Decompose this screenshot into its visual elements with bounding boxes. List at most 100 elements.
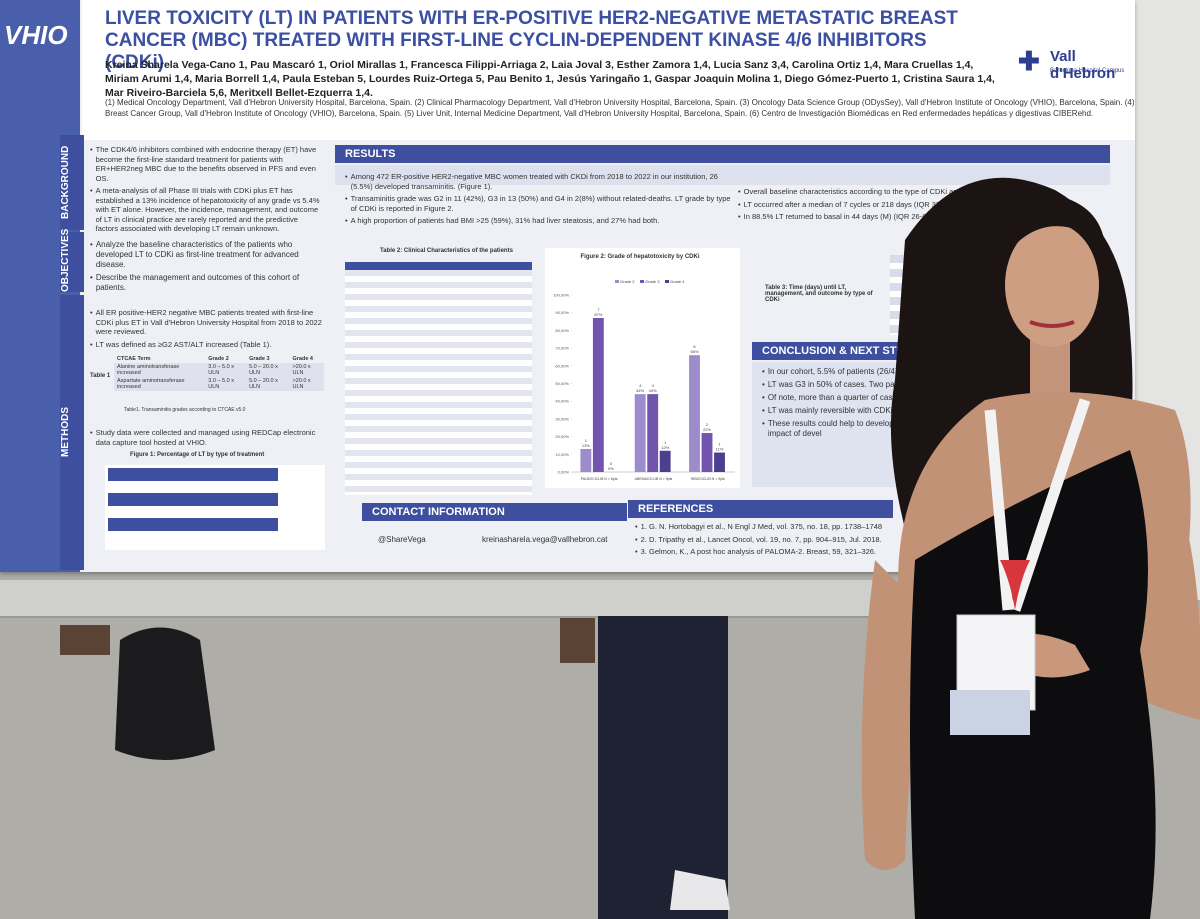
table-cell: 5.0 – 20.0 x ULN [246,377,290,391]
figure1-title: Figure 1: Percentage of LT by type of tr… [130,452,265,458]
item-text: Study data were collected and managed us… [95,428,316,447]
methods-text: • Study data were collected and managed u… [90,428,322,450]
bullet: • [738,199,741,209]
item-text: A high proportion of patients had BMI >2… [350,216,660,225]
conclusion-text: • In our cohort, 5.5% of patients (26/472… [752,362,1112,487]
bullet-item: • Transaminitis grade was G2 in 11 (42%),… [345,194,735,213]
authors: Kreina Sharela Vega-Cano 1, Pau Mascaró … [105,59,995,99]
figure1-bar [108,468,278,481]
item-text: LT was G3 in 50% of cases. Two pati of a… [767,380,974,389]
wall [1135,0,1200,600]
bullet-item: • In our cohort, 5.5% of patients (26/472… [762,367,1102,377]
section-tab: METHODS [60,295,84,570]
results-text: • Overall baseline characteristics accord… [738,187,1118,225]
conclusion-heading: CONCLUSION & NEXT STEPS [752,342,972,360]
table1-caption: Table1. Transaminitis grades according t… [124,407,246,413]
results-text: • Among 472 ER-positive HER2-negative MBC… [345,172,735,229]
item-text: 3. Gelmon, K., A post hoc analysis of PA… [640,547,877,556]
bullet-item: • 3. Gelmon, K., A post hoc analysis of P… [635,547,895,557]
table-cell: 5.0 – 20.0 x ULN [246,363,290,377]
bullet-item: • Analyze the baseline characteristics of… [90,240,322,270]
bullet-item: • Of note, more than a quarter of case [762,393,1102,403]
bullet: • [90,308,93,317]
bullet: • [762,419,765,428]
table-row: Alanine aminotransferase increased 3.0 – … [114,363,324,377]
table-header-cell: Grade 4 [292,356,313,362]
logo-left: VHIO [4,20,68,50]
table-cell: >20.0 x ULN [289,377,324,391]
table-header-row: CTCAE Term Grade 2 Grade 3 Grade 4 [114,355,324,363]
floor [0,572,1200,919]
bullet: • [90,145,93,154]
email: kreinasharela.vega@vallhebron.cat [482,535,608,544]
figure1-bar [108,518,278,531]
bullet: • [90,428,93,437]
item-text: Among 472 ER-positive HER2-negative MBC … [350,172,718,191]
item-text: 2. D. Tripathy et al., Lancet Oncol, vol… [640,534,882,544]
item-text: Describe the management and outcomes of … [95,273,300,292]
item-text: LT was mainly reversible with CDKi i of … [767,406,1031,415]
item-text: LT was defined as ≥G2 AST/ALT increased … [95,339,272,349]
table-cell: 3.0 – 5.0 x ULN [205,363,247,377]
table: CTCAE Term Grade 2 Grade 3 Grade 4 Alanine a… [114,355,324,391]
bullet: • [738,187,741,196]
contact-heading: CONTACT INFORMATION [362,503,627,521]
bullet-item: • A high proportion of patients had BMI >… [345,216,735,226]
bullet: • [762,393,765,402]
section-tab: OBJECTIVES [60,229,84,292]
item-text: Transaminitis grade was G2 in 11 (42%), … [350,194,731,213]
bullet-item: • Overall baseline characteristics accord… [738,187,1118,197]
table-cell: >20.0 x ULN [289,363,324,377]
section-tab: BACKGROUND [60,135,84,230]
table1-label: Table 1 [90,373,111,379]
bullet-item: • LT was mainly reversible with CDKi i of… [762,406,1102,416]
item-text: In 88.5% LT returned to basal in 44 days… [743,212,1006,221]
results-heading: RESULTS [335,145,1110,163]
item-text: These results could help to develop seve… [767,419,1098,438]
title: LIVER TOXICITY (LT) IN PATIENTS WITH ER-… [105,8,958,73]
bullet: • [345,216,348,225]
table-header-cell: Grade 2 [208,356,229,362]
table-header-cell: CTCAE Term [117,356,151,362]
bullet: • [635,547,638,556]
bullet: • [635,522,638,531]
item-text: LT occurred after a median of 7 cycles o… [743,199,1033,209]
references-text: • 1. G. N. Hortobagyi et al., N Engl J Me… [635,522,895,560]
objectives-text: • Analyze the baseline characteristics of… [90,240,322,296]
bullet: • [762,406,765,415]
table-cell: Alanine aminotransferase increased [114,363,206,377]
methods-text: • All ER positive-HER2 negative MBC patie… [90,308,322,352]
header-bg [82,0,1135,140]
figure1-bar [108,493,278,506]
bullet: • [90,240,93,249]
bullet-item: • In 88.5% LT returned to basal in 44 day… [738,212,1118,222]
bullet-item: • A meta-analysis of all Phase III trials… [90,186,322,234]
poster-rail [0,580,880,618]
bullet-item: • Study data were collected and managed u… [90,428,322,447]
bullet-item: • These results could help to develop sev… [762,419,1102,439]
bullet: • [762,380,765,389]
bullet: • [762,367,765,376]
logo-cross: ✚ [1018,46,1040,76]
bullet: • [90,186,93,195]
table2 [345,262,532,495]
table3-title: Table 3: Time (days) until LT, managemen… [765,285,873,303]
bullet-item: • All ER positive-HER2 negative MBC patie… [90,308,322,337]
affiliations: (1) Medical Oncology Department, Vall d'… [105,98,1135,118]
table-cell: Aspartate aminotransferase increased [114,377,206,391]
bullet-item: • 1. G. N. Hortobagyi et al., N Engl J Me… [635,522,895,532]
item-text: All ER positive-HER2 negative MBC patien… [95,308,322,336]
references-heading: REFERENCES [628,500,893,518]
bullet: • [90,339,93,349]
logo-right: Vall d'Hebron [1050,48,1116,82]
table3 [890,255,990,335]
bullet-item: • 2. D. Tripathy et al., Lancet Oncol, vo… [635,535,895,545]
bullet: • [635,534,638,544]
table-row: Aspartate aminotransferase increased 3.0 … [114,377,324,391]
bullet-item: • LT was defined as ≥G2 AST/ALT increased… [90,340,322,350]
figure1 [105,465,325,550]
table-header-cell: Grade 3 [249,356,270,362]
background-text: • The CDK4/6 inhibitors combined with end… [90,145,322,237]
logo-right-sub: Barcelona Hospital Campus [1050,68,1125,74]
